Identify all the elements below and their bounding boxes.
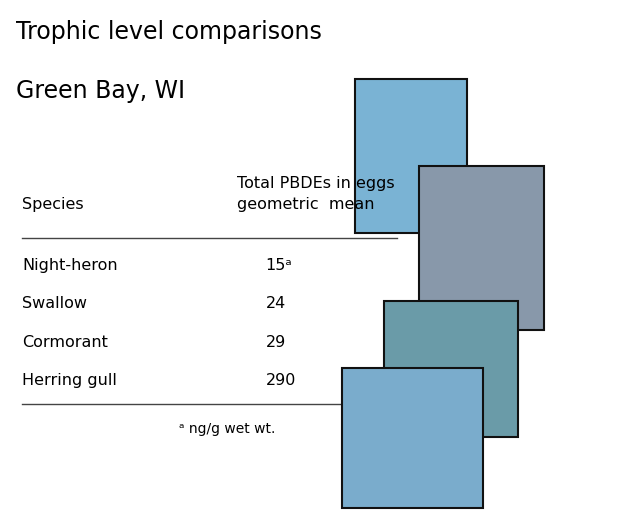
FancyBboxPatch shape (342, 368, 483, 508)
Text: Species: Species (22, 197, 84, 212)
Text: 290: 290 (266, 373, 296, 388)
FancyBboxPatch shape (384, 301, 518, 437)
Text: Total PBDEs in eggs: Total PBDEs in eggs (237, 176, 394, 191)
Text: Cormorant: Cormorant (22, 335, 108, 350)
Text: geometric  mean: geometric mean (237, 197, 374, 212)
FancyBboxPatch shape (355, 79, 467, 233)
Text: 29: 29 (266, 335, 286, 350)
Text: 24: 24 (266, 296, 286, 311)
Text: Night-heron: Night-heron (22, 258, 118, 273)
Text: Swallow: Swallow (22, 296, 88, 311)
Text: Green Bay, WI: Green Bay, WI (16, 79, 185, 103)
Text: 15ᵃ: 15ᵃ (266, 258, 292, 273)
Text: Trophic level comparisons: Trophic level comparisons (16, 20, 322, 44)
FancyBboxPatch shape (419, 166, 544, 330)
Text: Herring gull: Herring gull (22, 373, 117, 388)
Text: ᵃ ng/g wet wt.: ᵃ ng/g wet wt. (179, 422, 276, 435)
